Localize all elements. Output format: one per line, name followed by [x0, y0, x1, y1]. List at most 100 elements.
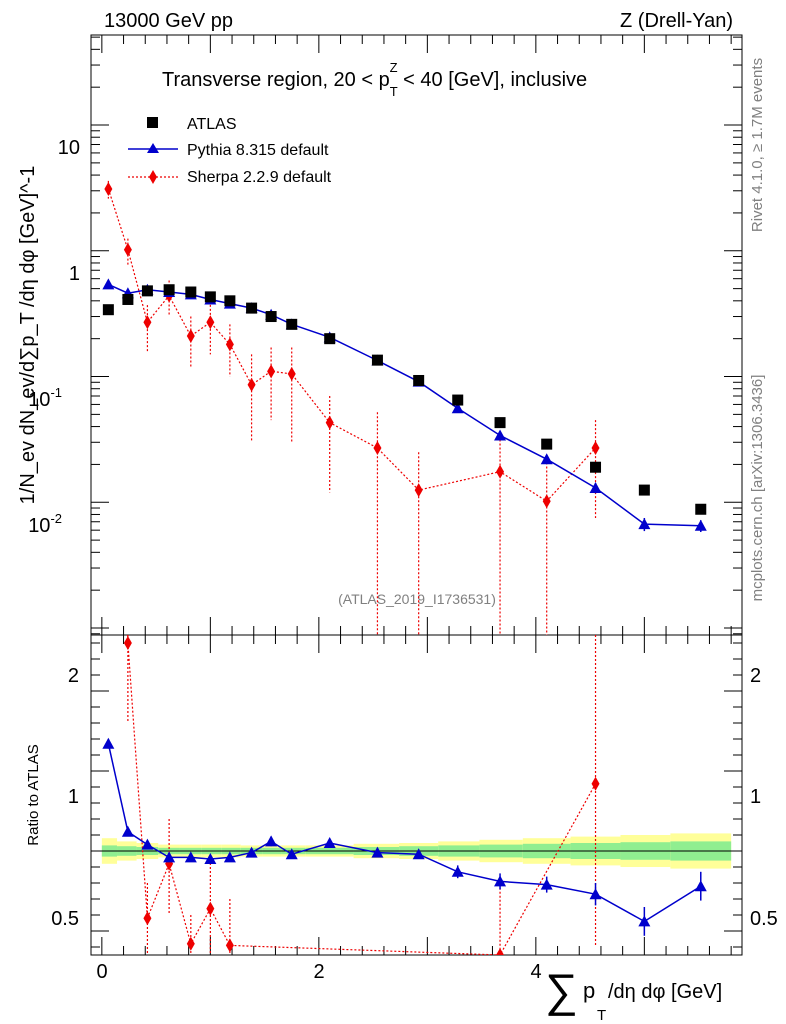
sherpa-point	[542, 494, 551, 509]
pythia-point	[540, 453, 553, 465]
sherpa-ratio-point	[143, 911, 152, 926]
atlas-point	[541, 438, 553, 450]
atlas-point	[246, 302, 258, 314]
pythia-point	[451, 402, 464, 414]
upper-tick-0p01: 10-2	[28, 511, 62, 537]
sherpa-point	[373, 441, 382, 456]
side-rivet-label: Rivet 4.1.0, ≥ 1.7M events	[749, 58, 766, 232]
atlas-point	[371, 354, 383, 366]
pythia-ratio-point	[265, 835, 278, 847]
pythia-ratio-point	[223, 851, 236, 863]
legend-atlas-label: ATLAS	[187, 116, 237, 133]
sherpa-point	[104, 181, 113, 196]
pythia-ratio-point	[204, 853, 217, 864]
atlas-point	[141, 285, 153, 297]
plot-title-main: Transverse region, 20 < p	[162, 69, 390, 91]
legend-pythia-label: Pythia 8.315 default	[187, 142, 329, 159]
sherpa-ratio-point	[225, 938, 234, 953]
legend-sherpa-marker	[149, 170, 157, 184]
pythia-ratio-point	[589, 888, 602, 900]
ratio-frame	[90, 634, 743, 956]
upper-y-axis-label: 1/N_ev dN_ev/d∑p_T /dη dφ [GeV]^-1	[17, 166, 39, 505]
pythia-ratio-point	[163, 851, 176, 863]
sherpa-point	[325, 415, 334, 430]
sherpa-point	[267, 364, 276, 379]
axis-ticks	[91, 35, 742, 955]
sherpa-ratio-point	[186, 936, 195, 951]
atlas-point	[638, 484, 650, 496]
pythia-point	[102, 278, 115, 290]
upper-tick-10: 10	[58, 137, 80, 159]
pythia-ratio-point	[323, 837, 336, 848]
atlas-point	[695, 503, 707, 515]
pythia-ratio-point	[694, 880, 707, 892]
atlas-point	[102, 304, 114, 316]
sherpa-ratio-point	[206, 901, 215, 916]
atlas-point	[224, 295, 236, 307]
upper-tick-0p01-base: 10	[28, 515, 50, 537]
sherpa-point	[206, 315, 215, 330]
pythia-ratio-point	[141, 838, 154, 850]
upper-tick-0p1: 10-1	[28, 385, 62, 411]
pythia-ratio-point	[451, 865, 464, 877]
upper-tick-0p1-exp: -1	[50, 385, 62, 400]
pythia-ratio-point	[285, 848, 298, 860]
upper-tick-0p1-base: 10	[28, 389, 50, 411]
sherpa-ratio-point	[496, 948, 505, 955]
pythia-ratio-point	[184, 851, 197, 863]
pythia-point	[494, 429, 507, 441]
x-axis-label-sub: T	[597, 1007, 606, 1024]
pythia-point	[694, 519, 707, 531]
ratio-y-axis-label: Ratio to ATLAS	[25, 744, 42, 845]
sherpa-point	[143, 315, 152, 330]
ratio-tick-0p5-right: 0.5	[750, 908, 778, 930]
upper-tick-1: 1	[69, 263, 80, 285]
x-axis-label-rest: /dη dφ [GeV]	[608, 981, 722, 1003]
plot-title-sup: Z	[390, 60, 398, 75]
pythia-ratio-point	[638, 915, 651, 927]
pythia-line	[108, 283, 701, 527]
sherpa-point	[186, 329, 195, 344]
sherpa-ratio-point	[591, 776, 600, 791]
sherpa-point	[247, 377, 256, 392]
pythia-ratio-point	[121, 825, 134, 837]
atlas-point	[413, 374, 425, 386]
plot-title-tail: < 40 [GeV], inclusive	[398, 69, 588, 91]
sherpa-point	[287, 366, 296, 381]
atlas-point	[185, 286, 197, 298]
atlas-point	[452, 394, 464, 406]
legend-sherpa-label: Sherpa 2.2.9 default	[187, 169, 332, 186]
atlas-point	[163, 284, 175, 296]
sherpa-point	[225, 337, 234, 352]
ratio-tick-2-right: 2	[750, 665, 761, 687]
analysis-id: (ATLAS_2019_I1736531)	[338, 591, 496, 607]
process-label: Z (Drell-Yan)	[620, 10, 733, 32]
sherpa-point	[496, 464, 505, 479]
ratio-tick-1-left: 1	[68, 786, 79, 808]
pythia-ratio-point	[412, 848, 425, 860]
sherpa-point	[591, 441, 600, 456]
atlas-point	[286, 318, 298, 330]
sherpa-line	[107, 188, 596, 502]
atlas-point	[204, 291, 216, 303]
ratio-tick-1-right: 1	[750, 786, 761, 808]
legend-pythia-marker	[147, 143, 159, 153]
sherpa-ratio-line	[127, 635, 597, 955]
side-mcplots-label: mcplots.cern.ch [arXiv:1306.3436]	[749, 375, 766, 602]
sherpa-point	[123, 242, 132, 257]
atlas-point	[324, 333, 336, 345]
sherpa-ratio-group	[123, 635, 600, 955]
plot-title: Transverse region, 20 < pTZ < 40 [GeV], …	[162, 60, 587, 99]
legend: ATLAS Pythia 8.315 default Sherpa 2.2.9 …	[128, 116, 332, 186]
pythia-ratio-point	[102, 737, 115, 749]
pythia-point	[589, 481, 602, 493]
ratio-tick-0p5-left: 0.5	[51, 908, 79, 930]
sherpa-point	[414, 483, 423, 498]
pythia-ratio-point	[540, 878, 553, 890]
atlas-point	[265, 311, 277, 323]
upper-tick-0p01-exp: -2	[50, 511, 62, 526]
upper-data	[102, 180, 707, 635]
sherpa-ratio-point	[123, 636, 132, 650]
pythia-ratio-line	[107, 743, 702, 923]
